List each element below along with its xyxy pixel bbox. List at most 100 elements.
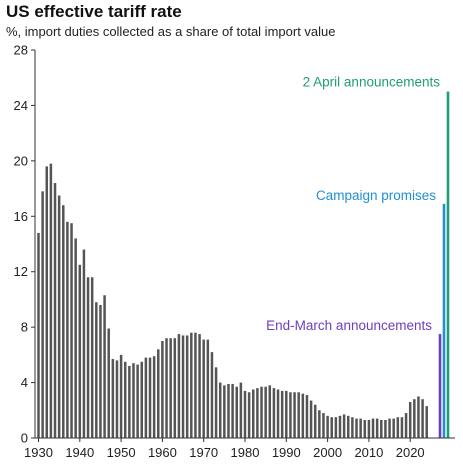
y-tick-label: 12	[14, 264, 28, 279]
bar-1998	[318, 410, 321, 438]
bar-1932	[45, 166, 49, 438]
scenario-bar-3	[446, 91, 450, 438]
bar-1999	[322, 413, 325, 438]
bar-1996	[309, 400, 313, 438]
bar-2022	[417, 396, 420, 438]
x-tick-label: 1970	[189, 445, 218, 460]
bar-2007	[355, 418, 358, 438]
y-tick-label: 20	[14, 153, 28, 168]
chart-subtitle: %, import duties collected as a share of…	[6, 24, 336, 39]
bar-1948	[111, 359, 115, 438]
bar-2021	[413, 399, 416, 438]
bar-2003	[338, 415, 342, 438]
bar-1944	[95, 302, 98, 438]
bar-1954	[136, 364, 139, 438]
x-tick-label: 1990	[272, 445, 301, 460]
bar-1966	[185, 335, 189, 438]
bar-1961	[165, 338, 168, 438]
bar-1953	[132, 363, 135, 438]
bar-2013	[380, 419, 383, 438]
bar-2011	[371, 418, 375, 438]
bar-1965	[181, 335, 185, 438]
bar-1946	[103, 295, 106, 438]
bar-1980	[243, 390, 247, 438]
bar-1951	[123, 361, 127, 438]
bar-1941	[82, 249, 86, 438]
bar-2020	[408, 401, 412, 438]
bar-1947	[107, 328, 110, 438]
bar-2023	[421, 399, 424, 438]
bar-1952	[128, 365, 131, 438]
y-tick-label: 28	[14, 43, 28, 58]
x-tick-label: 1980	[231, 445, 260, 460]
y-tick-label: 4	[21, 375, 28, 390]
bar-1984	[260, 386, 263, 438]
scenario-label-1: End-March announcements	[266, 318, 432, 333]
bar-1943	[90, 277, 94, 438]
bar-1993	[297, 392, 300, 438]
x-tick-label: 2020	[396, 445, 425, 460]
bar-1969	[198, 334, 201, 438]
bar-2024	[425, 406, 428, 438]
bar-2019	[404, 413, 408, 438]
y-tick-label: 24	[14, 98, 28, 113]
bar-1978	[235, 386, 238, 438]
bar-2002	[334, 417, 338, 438]
bar-1942	[86, 277, 90, 438]
bar-1958	[152, 356, 156, 438]
bar-1974	[218, 382, 222, 438]
bar-1981	[247, 392, 251, 438]
bar-2001	[330, 417, 333, 438]
bar-1930	[37, 232, 40, 438]
x-tick-label: 1950	[107, 445, 136, 460]
bar-2012	[375, 418, 379, 438]
bar-1971	[206, 339, 210, 438]
bar-1938	[70, 223, 73, 438]
bar-1962	[169, 338, 172, 438]
bar-1934	[53, 183, 57, 438]
y-tick-label: 16	[14, 209, 28, 224]
bar-2018	[400, 417, 404, 438]
bar-1964	[177, 334, 181, 438]
bar-1977	[231, 383, 234, 438]
bar-1988	[276, 389, 280, 438]
bar-1987	[272, 388, 276, 438]
scenario-bar-2	[442, 203, 446, 438]
bar-1994	[301, 393, 305, 438]
bar-2014	[384, 419, 387, 438]
bar-1945	[99, 304, 102, 438]
bar-2017	[396, 417, 400, 438]
bar-1982	[252, 389, 255, 438]
bar-1956	[144, 357, 148, 438]
bar-2000	[326, 415, 329, 438]
bar-1973	[214, 367, 218, 438]
scenario-bar-1	[438, 334, 442, 438]
bar-2008	[359, 418, 362, 438]
bar-2006	[351, 417, 354, 438]
bar-2005	[347, 415, 350, 438]
bar-1995	[305, 395, 309, 438]
bar-1983	[256, 388, 259, 438]
bar-1979	[239, 382, 243, 438]
bar-1972	[210, 352, 214, 438]
bar-1955	[140, 361, 143, 438]
bar-1976	[227, 383, 230, 438]
bar-1992	[293, 392, 296, 438]
bar-1990	[285, 390, 288, 438]
bar-1960	[161, 341, 164, 438]
bar-2015	[388, 418, 391, 438]
y-tick-label: 8	[21, 320, 28, 335]
bar-1950	[119, 354, 123, 438]
scenario-label-2: Campaign promises	[316, 188, 436, 203]
scenario-label-3: 2 April announcements	[303, 75, 441, 90]
x-tick-label: 2010	[354, 445, 383, 460]
bar-1985	[264, 386, 267, 438]
bar-2009	[363, 419, 367, 438]
bar-1986	[268, 385, 272, 438]
y-tick-label: 0	[21, 431, 28, 446]
bar-1970	[202, 339, 205, 438]
bar-1931	[41, 191, 44, 438]
bar-1963	[173, 338, 177, 438]
bar-1997	[313, 404, 317, 438]
bar-1949	[115, 360, 119, 438]
